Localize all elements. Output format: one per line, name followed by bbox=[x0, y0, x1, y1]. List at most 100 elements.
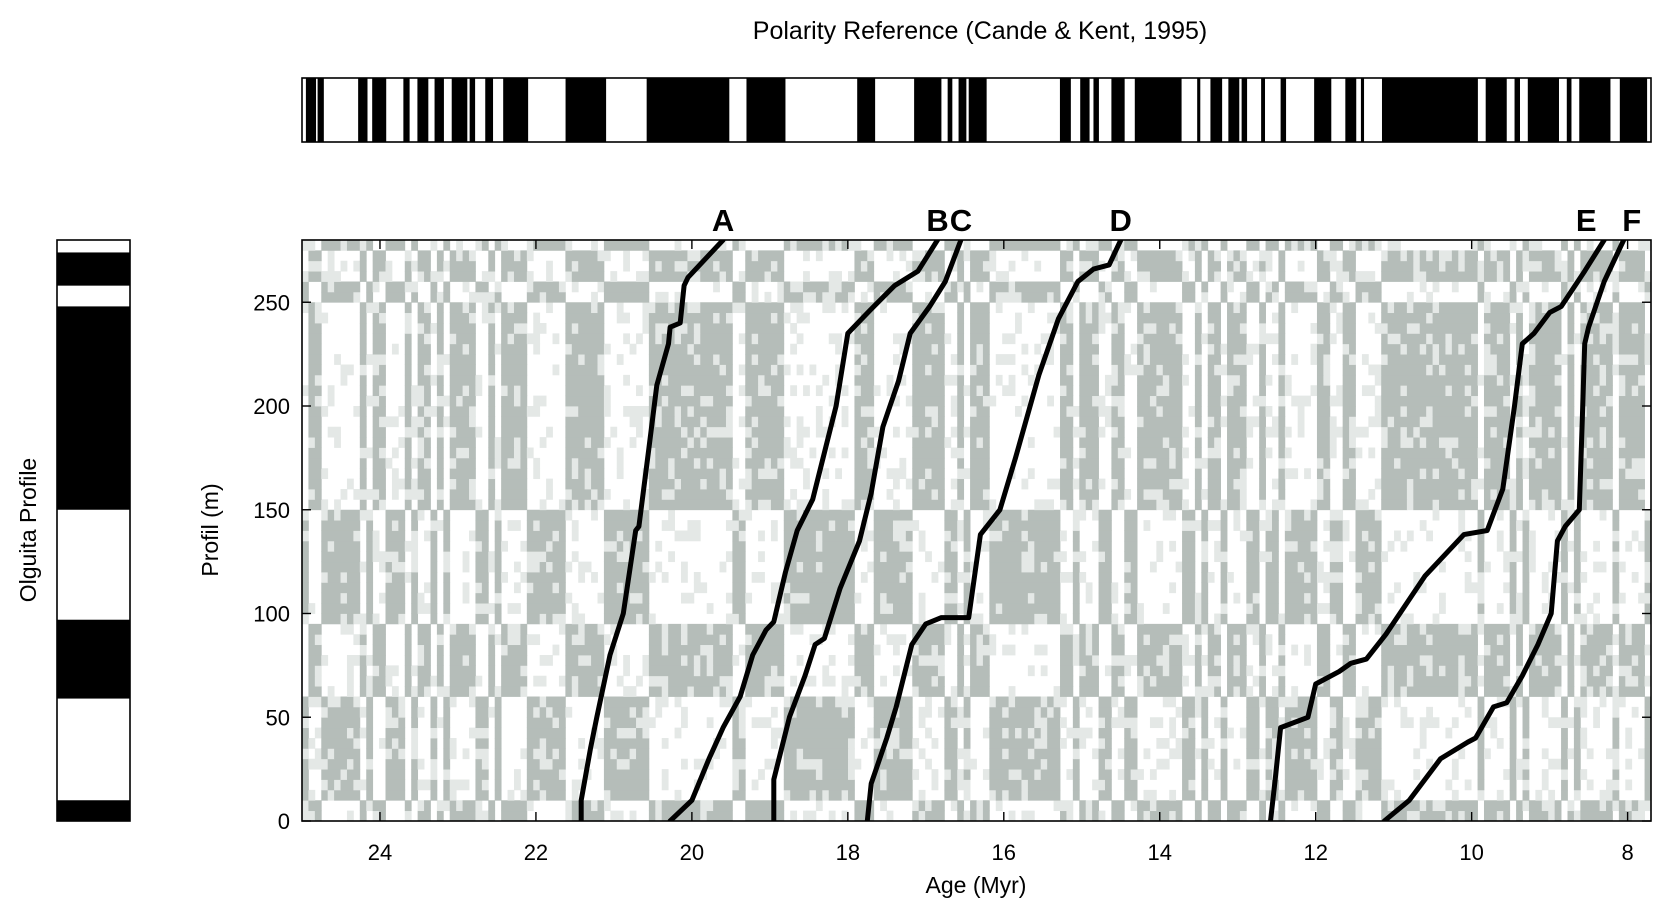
shading-cell bbox=[1631, 706, 1639, 718]
shading-cell bbox=[1021, 343, 1029, 355]
shading-cell bbox=[321, 468, 329, 480]
shading-cell bbox=[918, 312, 945, 324]
shading-cell bbox=[1599, 385, 1613, 397]
curve-e bbox=[1268, 240, 1607, 821]
shading-cell bbox=[366, 520, 374, 531]
shading-cell bbox=[1297, 789, 1305, 801]
shading-cell bbox=[1342, 468, 1350, 480]
shading-cell bbox=[302, 769, 309, 780]
shading-cell bbox=[1060, 655, 1074, 666]
shading-cell bbox=[1149, 561, 1157, 573]
shading-cell bbox=[764, 675, 785, 687]
shading-cell bbox=[1618, 385, 1626, 397]
shading-cell bbox=[1567, 489, 1575, 500]
shading-cell bbox=[1047, 478, 1061, 490]
shading-cell bbox=[860, 686, 868, 697]
shading-cell bbox=[668, 551, 675, 563]
shading-cell bbox=[1008, 281, 1016, 293]
shading-cell bbox=[353, 634, 361, 646]
shading-cell bbox=[1316, 426, 1331, 438]
shading-cell bbox=[1528, 686, 1556, 697]
shading-cell bbox=[1509, 281, 1517, 293]
shading-cell bbox=[1561, 727, 1568, 739]
shading-cell bbox=[462, 343, 470, 355]
shading-cell bbox=[1496, 364, 1511, 376]
shading-cell bbox=[1265, 281, 1273, 293]
shading-cell bbox=[1573, 758, 1581, 770]
curve-f bbox=[1381, 240, 1627, 821]
shading-cell bbox=[1201, 613, 1209, 625]
shading-cell bbox=[1419, 727, 1427, 739]
shading-cell bbox=[970, 478, 990, 490]
shading-cell bbox=[713, 665, 733, 677]
shading-cell bbox=[1445, 447, 1453, 459]
shading-cell bbox=[1079, 447, 1087, 459]
shading-cell bbox=[1439, 468, 1459, 480]
shading-cell bbox=[841, 240, 849, 251]
shading-cell bbox=[886, 810, 894, 821]
shading-cell bbox=[424, 271, 431, 282]
shading-cell bbox=[424, 333, 431, 345]
shading-cell bbox=[430, 779, 438, 791]
shading-cell bbox=[1618, 343, 1645, 355]
shading-cell bbox=[1137, 385, 1157, 397]
shading-cell bbox=[494, 509, 502, 521]
shading-cell bbox=[610, 655, 618, 666]
shading-cell bbox=[1368, 364, 1382, 376]
shading-cell bbox=[1137, 312, 1183, 324]
shading-cell bbox=[957, 665, 965, 677]
shading-cell bbox=[1098, 240, 1112, 251]
shading-cell bbox=[1111, 634, 1125, 646]
shading-cell bbox=[1175, 457, 1183, 469]
shading-cell bbox=[1426, 623, 1459, 635]
shading-cell bbox=[1284, 447, 1292, 459]
shading-cell bbox=[854, 416, 875, 428]
shading-cell bbox=[681, 426, 688, 438]
shading-cell bbox=[430, 748, 438, 760]
shading-cell bbox=[385, 727, 406, 739]
shading-cell bbox=[790, 582, 855, 594]
shading-cell bbox=[1278, 260, 1286, 272]
shading-cell bbox=[1599, 364, 1607, 376]
shading-cell bbox=[1644, 551, 1651, 563]
shading-cell bbox=[1259, 748, 1266, 760]
reference-normal-chron-19 bbox=[1059, 78, 1071, 142]
shading-cell bbox=[475, 706, 489, 718]
shading-cell bbox=[713, 655, 733, 666]
reference-normal-chron-27 bbox=[1241, 78, 1248, 142]
shading-cell bbox=[1612, 343, 1620, 355]
shading-cell bbox=[359, 323, 367, 334]
shading-cell bbox=[1188, 240, 1196, 251]
shading-cell bbox=[424, 437, 431, 448]
shading-cell bbox=[379, 665, 386, 677]
shading-cell bbox=[989, 572, 1061, 583]
shading-cell bbox=[430, 717, 438, 729]
shading-cell bbox=[616, 748, 631, 760]
shading-cell bbox=[1554, 447, 1562, 459]
shading-cell bbox=[1194, 323, 1202, 334]
shading-cell bbox=[1593, 437, 1601, 448]
shading-cell bbox=[1419, 281, 1427, 293]
shading-cell bbox=[642, 655, 650, 666]
shading-cell bbox=[1528, 312, 1536, 324]
shading-cell bbox=[1098, 789, 1112, 801]
shading-cell bbox=[424, 426, 431, 438]
polarity-reference-frame bbox=[301, 77, 1652, 143]
shading-cell bbox=[1381, 696, 1389, 708]
shading-cell bbox=[546, 478, 553, 490]
shading-cell bbox=[1586, 675, 1607, 687]
shading-cell bbox=[584, 634, 605, 646]
shading-cell bbox=[1599, 333, 1607, 345]
shading-cell bbox=[1458, 655, 1466, 666]
shading-cell bbox=[970, 665, 990, 677]
shading-cell bbox=[1130, 800, 1138, 812]
shading-cell bbox=[488, 374, 496, 386]
shading-cell bbox=[1098, 551, 1106, 563]
shading-cell bbox=[732, 291, 746, 303]
shading-cell bbox=[1207, 499, 1222, 511]
shading-cell bbox=[1182, 426, 1189, 438]
shading-cell bbox=[539, 561, 547, 573]
shading-cell bbox=[828, 789, 842, 801]
shading-cell bbox=[873, 572, 900, 583]
shading-cell bbox=[385, 748, 393, 760]
